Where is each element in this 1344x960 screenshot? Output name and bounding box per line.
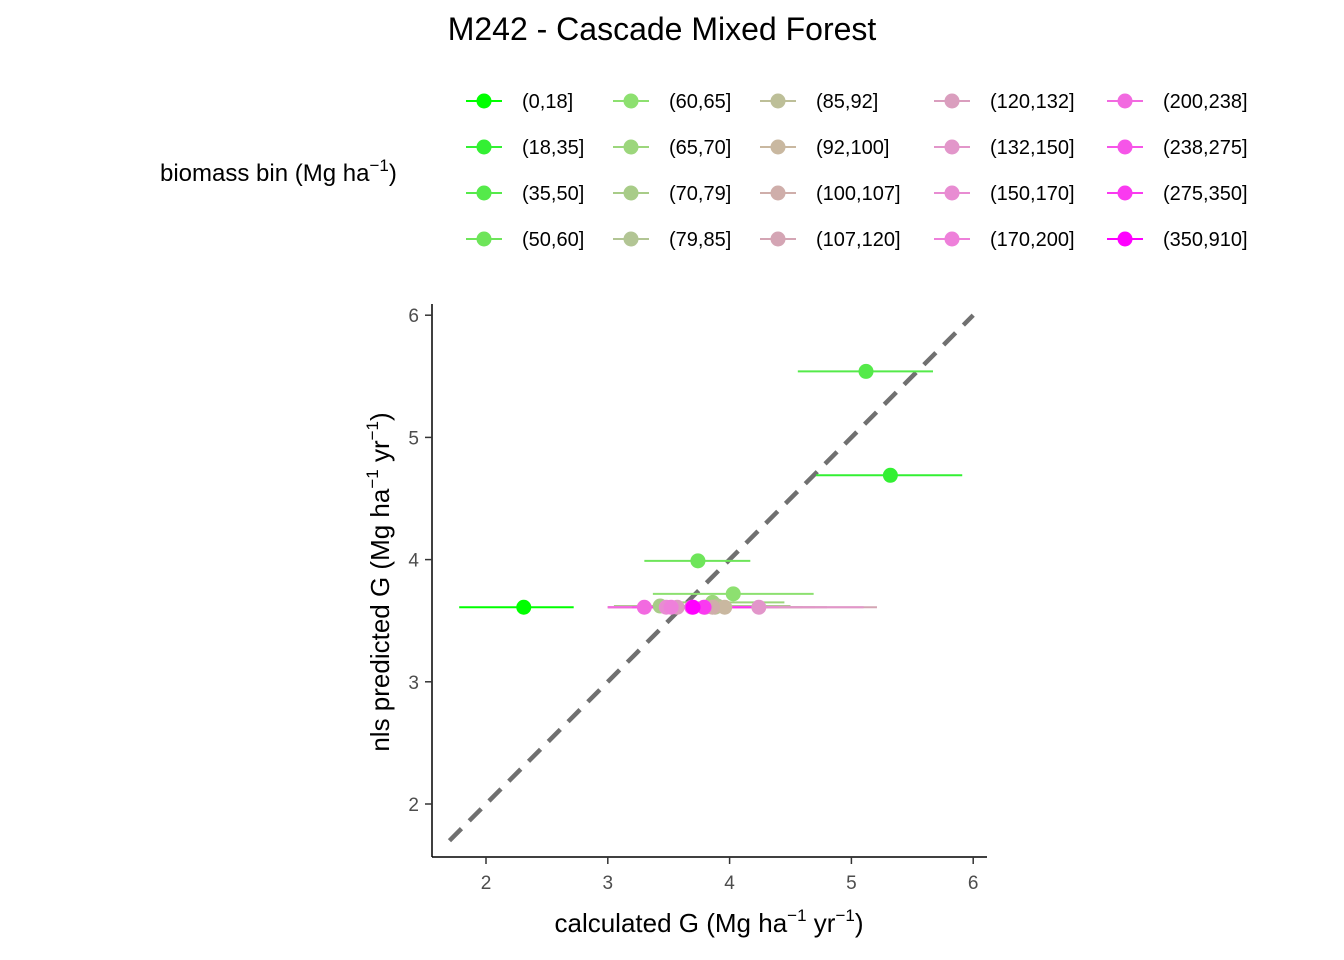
x-tick-label: 5 [846,873,857,894]
legend-title-end: ) [389,160,397,187]
legend-title: biomass bin (Mg ha−1) [160,156,397,187]
data-point [882,467,898,483]
chart-title: M242 - Cascade Mixed Forest [448,11,877,47]
error-bars [459,370,963,609]
legend-label: (65,70] [669,137,731,159]
data-point [663,599,679,615]
data-point [858,363,874,379]
data-point [690,553,706,569]
legend-key-point [1117,93,1133,109]
data-point [696,599,712,615]
legend-label: (107,120] [816,229,901,251]
legend-key-point [476,139,492,155]
legend-key-point [623,231,639,247]
data-point [516,599,532,615]
x-ticks: 2 3 4 5 6 [481,857,979,894]
y-ticks: 2 3 4 5 6 [408,306,432,816]
legend-label: (120,132] [990,91,1075,113]
data-point [751,599,767,615]
data-points [516,363,898,615]
legend-key-point [944,93,960,109]
legend-key-point [476,93,492,109]
legend-key-point [623,93,639,109]
x-axis-title-sup1: −1 [787,906,806,925]
legend-label: (79,85] [669,229,731,251]
legend-title-sup: −1 [369,156,388,175]
y-axis-title-sup2: −1 [363,421,382,440]
legend-key-point [770,139,786,155]
legend-label: (50,60] [522,229,584,251]
legend-title-text: biomass bin (Mg ha [160,160,370,187]
y-axis-title: nls predicted G (Mg ha−1 yr−1) [363,412,395,751]
x-axis-title-text: calculated G (Mg ha [554,908,787,938]
legend-key-point [623,185,639,201]
x-axis-title-sup2: −1 [835,906,854,925]
x-tick-label: 3 [603,873,614,894]
x-axis-title-mid: yr [807,908,836,938]
x-tick-label: 2 [481,873,492,894]
y-tick-label: 5 [408,428,419,449]
legend-key-point [476,231,492,247]
y-axis-title-end: ) [365,412,395,421]
legend-key-point [944,185,960,201]
legend-key-point [770,231,786,247]
legend-label: (92,100] [816,137,889,159]
legend-key-point [944,139,960,155]
legend-label: (238,275] [1163,137,1248,159]
legend-label: (85,92] [816,91,878,113]
legend-key-point [1117,139,1133,155]
data-point [725,586,741,602]
y-tick-label: 3 [408,673,419,694]
x-axis-title: calculated G (Mg ha−1 yr−1) [554,906,863,938]
legend-label: (132,150] [990,137,1075,159]
y-axis-title-mid: yr [365,440,395,469]
legend-key-point [476,185,492,201]
data-point [685,599,701,615]
y-tick-label: 4 [408,551,419,572]
legend-label: (70,79] [669,183,731,205]
x-tick-label: 6 [968,873,979,894]
legend-label: (150,170] [990,183,1075,205]
legend: (0,18] (18,35] (35,50] (50,60] (60,65] (65,70… [466,91,1248,251]
legend-label: (18,35] [522,137,584,159]
x-tick-label: 4 [724,873,735,894]
y-axis-title-text: nls predicted G (Mg ha [365,488,395,752]
y-tick-label: 2 [408,795,419,816]
y-tick-label: 6 [408,306,419,327]
one-to-one-reference-line [447,313,975,843]
legend-label: (60,65] [669,91,731,113]
legend-label: (35,50] [522,183,584,205]
legend-label: (100,107] [816,183,901,205]
legend-key-point [623,139,639,155]
legend-key-point [770,93,786,109]
x-axis-title-end: ) [855,908,864,938]
y-axis-title-sup1: −1 [363,469,382,488]
legend-key-point [770,185,786,201]
data-point [636,599,652,615]
legend-label: (275,350] [1163,183,1248,205]
legend-label: (200,238] [1163,91,1248,113]
data-point [717,599,733,615]
legend-label: (170,200] [990,229,1075,251]
legend-key-point [944,231,960,247]
legend-key-point [1117,185,1133,201]
legend-label: (0,18] [522,91,573,113]
legend-label: (350,910] [1163,229,1248,251]
legend-key-point [1117,231,1133,247]
